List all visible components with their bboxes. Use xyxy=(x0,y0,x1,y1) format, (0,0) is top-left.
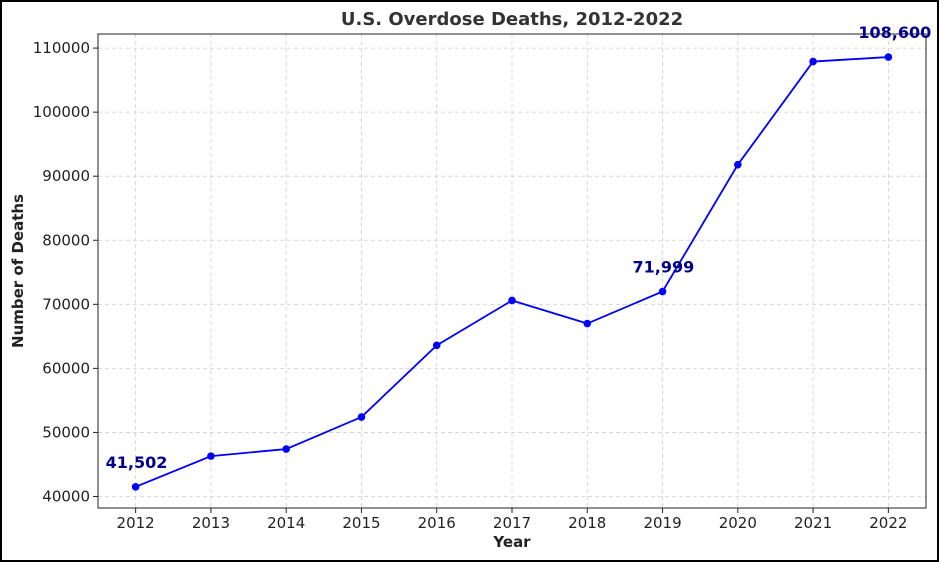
data-label: 41,502 xyxy=(106,453,168,472)
data-point xyxy=(884,53,893,61)
y-tick-label: 110000 xyxy=(33,39,90,57)
x-tick-label: 2017 xyxy=(493,514,531,532)
data-point xyxy=(583,319,592,328)
data-point xyxy=(734,160,742,169)
data-label: 71,999 xyxy=(633,258,695,277)
x-tick-label: 2016 xyxy=(418,514,456,532)
data-point xyxy=(432,341,441,350)
y-tick-label: 70000 xyxy=(42,295,90,313)
x-tick-label: 2013 xyxy=(192,514,230,532)
data-label: 108,600 xyxy=(858,23,931,42)
y-tick-label: 40000 xyxy=(42,487,90,505)
axes xyxy=(93,33,927,513)
data-point xyxy=(658,287,667,296)
x-tick-label: 2015 xyxy=(342,514,380,532)
grid xyxy=(98,34,926,508)
data-point xyxy=(131,483,140,491)
data-point xyxy=(282,445,290,453)
x-tick-label: 2018 xyxy=(568,514,606,532)
y-tick-label: 100000 xyxy=(33,103,90,121)
data-point xyxy=(809,57,817,66)
x-tick-label: 2012 xyxy=(117,514,155,532)
y-tick-label: 50000 xyxy=(42,423,90,441)
y-tick-label: 80000 xyxy=(42,231,90,249)
data-point xyxy=(357,413,366,421)
x-tick-label: 2022 xyxy=(869,514,907,532)
tick-labels: 2012 2013 2014 2015 2016 2017 2018 2019 2020 2021… xyxy=(33,39,908,532)
x-axis-label: Year xyxy=(492,533,531,551)
x-tick-label: 2021 xyxy=(794,514,832,532)
data-point xyxy=(207,452,215,460)
y-tick-label: 90000 xyxy=(42,167,90,185)
x-tick-label: 2014 xyxy=(267,514,305,532)
chart-title: U.S. Overdose Deaths, 2012-2022 xyxy=(341,9,683,30)
x-tick-label: 2020 xyxy=(719,514,757,532)
y-axis-label: Number of Deaths xyxy=(9,194,27,348)
annotations: 41,502 71,999 108,600 xyxy=(106,23,932,472)
data-point xyxy=(508,296,516,305)
x-tick-label: 2019 xyxy=(643,514,681,532)
series xyxy=(131,53,893,491)
y-tick-label: 60000 xyxy=(42,359,90,377)
